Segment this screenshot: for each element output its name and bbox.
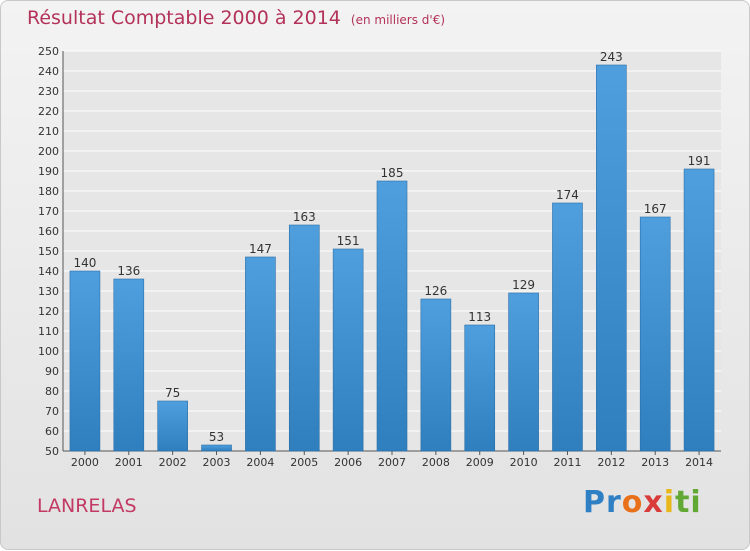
bar xyxy=(639,216,671,452)
title-main: Résultat Comptable 2000 à 2014 xyxy=(27,7,341,29)
x-tick-label: 2002 xyxy=(159,456,187,469)
bar xyxy=(552,202,583,452)
logo-letter: i xyxy=(663,485,676,520)
x-tick-label: 2004 xyxy=(246,456,274,469)
bar xyxy=(113,278,145,452)
logo-letter: t xyxy=(675,485,691,520)
logo-letter: i xyxy=(690,485,702,520)
x-tick-label: 2006 xyxy=(334,456,362,469)
y-tick-label: 150 xyxy=(38,245,59,258)
data-label: 75 xyxy=(165,386,180,400)
y-tick-label: 190 xyxy=(38,165,59,178)
proxiti-logo: Proxiti xyxy=(583,485,702,520)
logo-letter: o xyxy=(621,485,644,520)
x-tick-label: 2012 xyxy=(597,456,625,469)
y-tick-label: 220 xyxy=(38,105,59,118)
data-label: 174 xyxy=(556,188,579,202)
data-label: 129 xyxy=(512,278,535,292)
y-tick-label: 200 xyxy=(38,145,59,158)
x-tick-label: 2001 xyxy=(115,456,143,469)
chart-title: Résultat Comptable 2000 à 2014 (en millie… xyxy=(27,7,445,29)
data-label: 136 xyxy=(117,264,140,278)
y-tick-label: 50 xyxy=(45,445,59,458)
data-label: 113 xyxy=(468,310,491,324)
data-label: 243 xyxy=(600,50,623,64)
bar xyxy=(464,324,496,452)
y-tick-label: 170 xyxy=(38,205,59,218)
x-tick-label: 2008 xyxy=(422,456,450,469)
data-label: 163 xyxy=(293,210,316,224)
data-label: 151 xyxy=(337,234,360,248)
y-tick-label: 250 xyxy=(38,45,59,58)
bar xyxy=(420,298,452,452)
y-tick-label: 140 xyxy=(38,265,59,278)
bar xyxy=(288,224,320,452)
x-tick-label: 2007 xyxy=(378,456,406,469)
data-label: 147 xyxy=(249,242,272,256)
title-unit: (en milliers d'€) xyxy=(350,13,446,27)
y-tick-label: 100 xyxy=(38,345,59,358)
y-tick-label: 180 xyxy=(38,185,59,198)
logo-letter: r xyxy=(606,485,622,520)
x-tick-label: 2014 xyxy=(685,456,713,469)
y-tick-label: 230 xyxy=(38,85,59,98)
y-tick-label: 90 xyxy=(45,365,59,378)
x-tick-label: 2005 xyxy=(290,456,318,469)
bar xyxy=(508,292,539,452)
y-tick-label: 110 xyxy=(38,325,59,338)
x-tick-label: 2010 xyxy=(510,456,538,469)
y-tick-label: 120 xyxy=(38,305,59,318)
bar xyxy=(69,270,101,452)
data-label: 191 xyxy=(688,154,711,168)
data-label: 167 xyxy=(644,202,667,216)
y-tick-label: 130 xyxy=(38,285,59,298)
x-tick-label: 2003 xyxy=(203,456,231,469)
y-tick-label: 210 xyxy=(38,125,59,138)
x-tick-label: 2009 xyxy=(466,456,494,469)
data-label: 126 xyxy=(424,284,447,298)
bar xyxy=(376,180,408,452)
logo-letter: P xyxy=(583,485,606,520)
x-tick-label: 2013 xyxy=(641,456,669,469)
x-tick-label: 2011 xyxy=(553,456,581,469)
x-tick-label: 2000 xyxy=(71,456,99,469)
data-label: 140 xyxy=(73,256,96,270)
y-tick-label: 160 xyxy=(38,225,59,238)
bar xyxy=(683,168,715,452)
data-label: 53 xyxy=(209,430,224,444)
bar xyxy=(157,400,188,452)
y-tick-label: 60 xyxy=(45,425,59,438)
bar xyxy=(332,248,364,452)
y-tick-label: 80 xyxy=(45,385,59,398)
y-tick-label: 240 xyxy=(38,65,59,78)
bar xyxy=(201,444,232,452)
bar xyxy=(596,64,627,452)
y-tick-label: 70 xyxy=(45,405,59,418)
data-label: 185 xyxy=(381,166,404,180)
commune-name: LANRELAS xyxy=(37,495,137,517)
bar xyxy=(245,256,276,452)
logo-letter: x xyxy=(643,485,664,520)
